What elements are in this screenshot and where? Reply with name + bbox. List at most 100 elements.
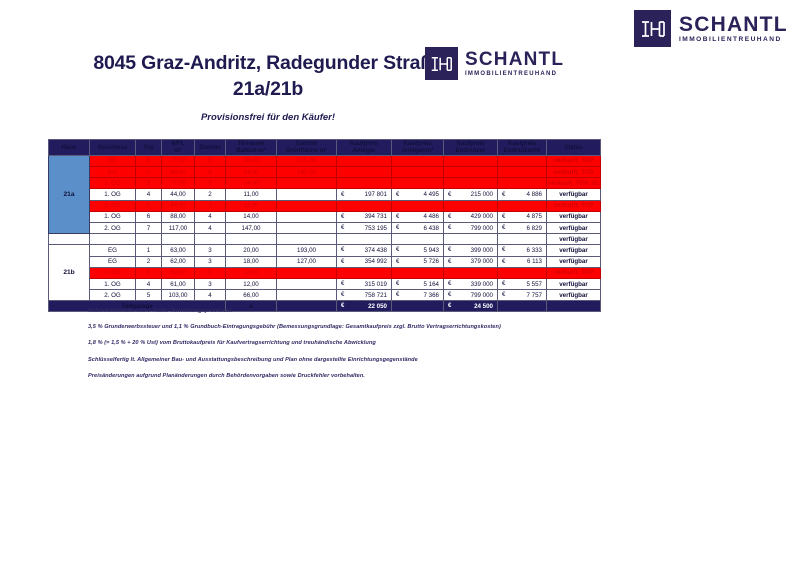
cell-kaufpreis-endnutzer [443, 177, 498, 190]
cell-zimmer: 4 [194, 210, 226, 223]
currency-symbol: € [448, 225, 452, 232]
column-header-terr: Terrasse/Balkon m² [225, 139, 277, 156]
cell-kaufpreis-anleger [336, 199, 392, 212]
cell-kaufpreis-anleger-m2 [391, 166, 444, 179]
cell-geschoss: 1. OG [89, 277, 136, 291]
table-row[interactable]: 1. OG 6 88,00 4 14,00 €394 731 €4 486 €429 000 €… [49, 210, 601, 223]
table-row[interactable]: 2. OG 7 117,00 4 147,00 €753 195 €6 438 €799 00… [49, 221, 601, 235]
amount-value: 4 495 [423, 191, 439, 198]
cell-wfl: 61,00 [161, 277, 195, 291]
amount-value: 6 438 [423, 224, 439, 232]
column-header-line1: Kaufpreis [456, 140, 485, 147]
cell-kaufpreis-anleger-m2 [391, 154, 444, 168]
cell-geschoss: 2. OG [89, 221, 136, 235]
cell-wfl: 88,00 [161, 210, 195, 223]
column-header-line1: Zimmer [198, 143, 221, 151]
status-badge: verkauft, TOP [546, 166, 601, 179]
table-row[interactable]: 1. OG 3 63,00 3 12,00 verkauft, TOP [49, 266, 601, 279]
cell-kaufpreis-endnutzer-m: €6 829 [497, 221, 547, 235]
cell-kaufpreis-anleger-m2: €7 366 [391, 289, 444, 302]
column-header-line1: Kaufpreis [403, 140, 432, 147]
cell-kaufpreis-anleger: €315 019 [336, 277, 392, 291]
footer-spacer [276, 300, 337, 313]
currency-symbol: € [448, 281, 452, 287]
column-header-haus: Haus [48, 139, 90, 156]
cell-kaufpreis-anleger-m2: €4 495 [391, 188, 444, 201]
column-header-line2: m² [174, 147, 182, 155]
column-header-line1: Kaufpreis [507, 140, 537, 147]
cell-garten-gruenflaeche: 193,00 [276, 244, 337, 257]
table-row[interactable]: 21b EG 1 63,00 3 20,00 193,00 €374 438 €5 943 €39… [48, 244, 601, 302]
cell-wfl: 63,00 [161, 244, 195, 257]
cell-kaufpreis-endnutzer [443, 166, 498, 179]
currency-symbol: € [448, 258, 452, 265]
table-row[interactable]: EG 2 88,00 4 34,00 145,00 verkauft, TOP [49, 166, 601, 179]
company-logo-header: SCHANTL IMMOBILIENTREUHAND [634, 10, 788, 47]
cell-kaufpreis-endnutzer: €799 000 [443, 289, 498, 302]
table-row[interactable]: verfügbar [48, 233, 601, 246]
cell-zimmer: 3 [194, 277, 226, 291]
column-header-garten: Garten/Grünfläche m² [276, 139, 337, 156]
cell-garten-gruenflaeche [276, 221, 337, 235]
page-subtitle: Provisionsfrei für den Käufer! [200, 111, 336, 123]
column-header-kpam: Kaufpreis Anleger/m² [391, 139, 444, 156]
cell-top: 2 [135, 255, 162, 268]
amount-value: 7 366 [423, 291, 439, 299]
cell-top: 7 [135, 221, 162, 235]
cell-kaufpreis-anleger-m2 [391, 177, 444, 190]
table-row[interactable]: 1. OG 4 44,00 2 11,00 €197 801 €4 495 €215 000 €… [49, 188, 601, 201]
column-header-zimmer: Zimmer [194, 139, 226, 156]
amount-value: 5 557 [526, 280, 542, 288]
cell-terrasse-balkon: 12,00 [225, 266, 277, 279]
table-row[interactable]: EG 2 62,00 3 18,00 127,00 €354 992 €5 726 €379 0… [49, 255, 601, 268]
cell-kaufpreis-anleger-m2 [391, 199, 444, 212]
column-header-line2: Balkon m² [236, 147, 266, 155]
cell-kaufpreis-endnutzer-m: €4 875 [497, 210, 547, 223]
status-badge: verkauft, TOP [546, 154, 601, 168]
table-body: 21a EG 1 77,00 3 18,00 121,00 verkauft, TOP EG 2 8… [48, 154, 601, 302]
table-row[interactable]: 21a EG 1 77,00 3 18,00 121,00 verkauft, TOP [48, 154, 601, 235]
footer-label-tiefgarage: Tiefgarage [48, 300, 226, 313]
cell-wfl: 63,00 [161, 266, 195, 279]
cell-kaufpreis-endnutzer-m [497, 266, 547, 279]
cell-kaufpreis-endnutzer: €379 000 [443, 255, 498, 268]
brand-name: SCHANTL [679, 12, 788, 36]
column-header-line1: WFL [171, 140, 185, 147]
amount-value: 753 195 [364, 224, 387, 232]
cell-kaufpreis-anleger [336, 266, 392, 279]
currency-symbol: € [502, 281, 506, 287]
cell-top: 1 [135, 154, 162, 168]
cell-zimmer: 3 [194, 255, 226, 268]
currency-symbol: € [396, 247, 400, 254]
column-header-line1: Garten/ [295, 140, 318, 147]
currency-symbol: € [502, 225, 506, 232]
currency-symbol: € [502, 191, 506, 198]
currency-symbol: € [341, 281, 345, 287]
currency-symbol: € [448, 303, 452, 310]
cell-top: 2 [135, 166, 162, 179]
column-header-line2: Endnutzer [455, 147, 486, 155]
table-row[interactable]: 2. OG 5 103,00 4 66,00 €758 721 €7 366 €799 000… [49, 289, 601, 302]
cell-geschoss: 1. OG [89, 199, 136, 212]
column-header-gesch: Geschoss [89, 139, 136, 156]
table-row[interactable]: 1. OG 4 61,00 3 12,00 €315 019 €5 164 €339 000 €… [49, 277, 601, 291]
status-badge: verkauft, TOP [546, 199, 601, 212]
cell-garten-gruenflaeche [276, 210, 337, 223]
amount-value: 354 992 [364, 258, 387, 266]
cell-geschoss: 1. OG [89, 210, 136, 223]
table-row[interactable]: 1. OG 5 44,00 2 11,00 verkauft, TOP [49, 199, 601, 212]
cell-kaufpreis-endnutzer-m [497, 166, 547, 179]
cell-zimmer: 2 [194, 199, 226, 212]
column-header-line2: Endnutzer/m [503, 147, 541, 155]
cell-zimmer: 3 [194, 244, 226, 257]
column-header-line2: Grünfläche m² [285, 147, 328, 155]
cell-terrasse-balkon: 12,00 [225, 277, 277, 291]
amount-value: 7 757 [526, 291, 542, 299]
table-row[interactable]: 1. OG 3 77,00 3 14,00 verkauft, TOP, 3D [49, 177, 601, 190]
column-header-line1: Terrasse/ [237, 140, 265, 147]
amount-value: 22 050 [368, 302, 387, 310]
currency-symbol: € [396, 225, 400, 232]
cell-terrasse-balkon: 34,00 [225, 166, 277, 179]
cell-garten-gruenflaeche [276, 289, 337, 302]
